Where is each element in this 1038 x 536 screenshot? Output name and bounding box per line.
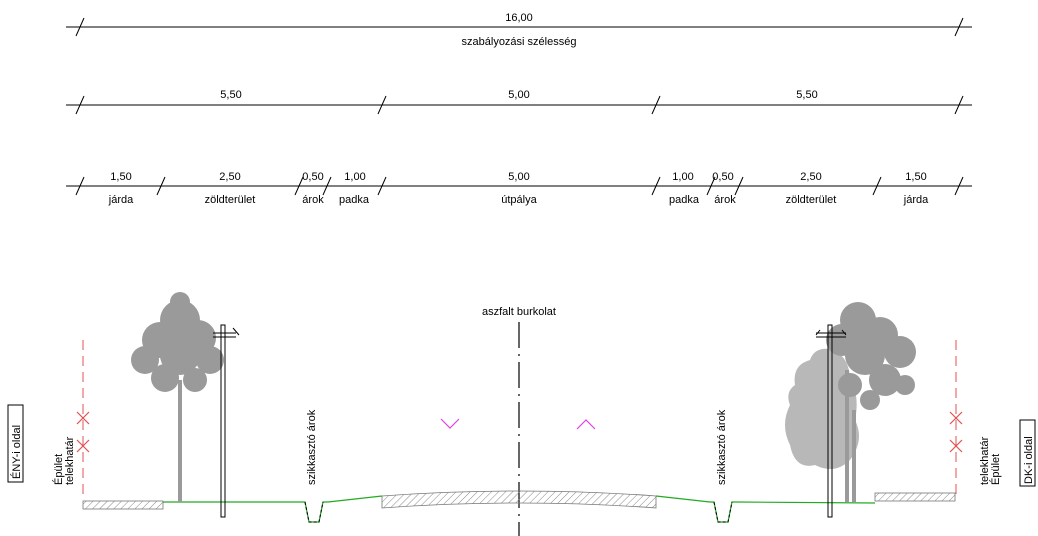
plot-marker-left: [76, 411, 90, 453]
tree-left: [131, 292, 224, 502]
dimension-value: 5,50: [220, 89, 241, 101]
dimension-value: 2,50: [219, 171, 240, 183]
dimension-value: 0,50: [302, 171, 323, 183]
dimension-tick: [75, 95, 85, 115]
dimension-label: járda: [108, 194, 134, 206]
dimension-tick: [651, 176, 661, 196]
tree-right: [785, 302, 916, 502]
dimension-value: 2,50: [800, 171, 821, 183]
dimension-tick: [75, 17, 85, 37]
dimension-row-detail: 1,50 járda 2,50 zöldterület 0,50 árok 1,…: [66, 171, 972, 206]
dimension-label: padka: [339, 194, 370, 206]
dimension-tick: [954, 95, 964, 115]
center-label: aszfalt burkolat: [482, 306, 556, 318]
dimension-value: 1,00: [672, 171, 693, 183]
left-building-label: Épület: [52, 454, 65, 485]
dimension-tick: [706, 176, 716, 196]
dimension-value: 1,50: [110, 171, 131, 183]
utility-pole-right: [815, 324, 847, 518]
dimension-value: 5,00: [508, 171, 529, 183]
dimension-value: 1,00: [344, 171, 365, 183]
dimension-label: zöldterület: [786, 194, 837, 206]
dimension-tick: [75, 176, 85, 196]
ground-line-left: [163, 495, 383, 523]
dimension-value: 16,00: [505, 12, 533, 24]
dimension-tick: [294, 176, 304, 196]
right-side-box: [1019, 419, 1036, 487]
right-plot-label: telekhatár: [979, 436, 991, 485]
slope-marker-left: [440, 418, 460, 429]
dimension-value: 0,50: [712, 171, 733, 183]
dimension-tick: [954, 17, 964, 37]
dimension-label: járda: [903, 194, 929, 206]
right-side-label: DK-i oldal: [1023, 436, 1035, 484]
dimension-label: zöldterület: [205, 194, 256, 206]
left-side-label: ÉNY-i oldal: [10, 425, 23, 479]
left-side-box: [7, 404, 24, 483]
dimension-tick: [156, 176, 166, 196]
dimension-tick: [377, 95, 387, 115]
dimension-total: 16,00 szabályozási szélesség: [66, 12, 972, 48]
ditch-right-label: szikkasztó árok: [716, 409, 728, 485]
dimension-row-mid: 5,50 5,00 5,50: [66, 89, 972, 115]
utility-pole-left: [213, 324, 240, 518]
dimension-label: padka: [669, 194, 700, 206]
dimension-tick: [872, 176, 882, 196]
dimension-tick: [651, 95, 661, 115]
dimension-label: árok: [302, 194, 324, 206]
ground-line-right: [655, 495, 876, 523]
ditch-left-label: szikkasztó árok: [306, 409, 318, 485]
dimension-value: 5,50: [796, 89, 817, 101]
dimension-value: 5,00: [508, 89, 529, 101]
dimension-value: 1,50: [905, 171, 926, 183]
ditch-right: [713, 501, 733, 523]
dimension-label: útpálya: [501, 194, 537, 206]
dimension-label: árok: [714, 194, 736, 206]
plot-marker-right: [949, 411, 963, 453]
right-building-label: Épület: [989, 454, 1002, 485]
dimension-tick: [734, 176, 744, 196]
slope-marker-right: [576, 419, 596, 430]
left-plot-label: telekhatár: [64, 436, 76, 485]
dimension-tick: [954, 176, 964, 196]
dimension-tick: [377, 176, 387, 196]
sidewalk-right: [874, 492, 956, 502]
dimension-label: szabályozási szélesség: [462, 36, 577, 48]
ditch-left: [304, 501, 324, 523]
road-pavement: [381, 490, 657, 509]
sidewalk-left: [82, 500, 164, 510]
dimension-tick: [322, 176, 332, 196]
